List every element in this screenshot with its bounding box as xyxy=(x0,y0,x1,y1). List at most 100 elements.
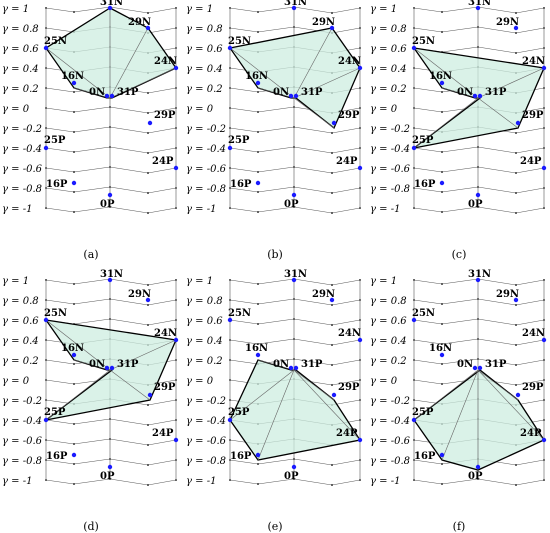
point-31N xyxy=(107,277,113,283)
point-25P xyxy=(43,417,49,423)
gamma-label: γ = -0.8 xyxy=(2,456,42,467)
point-label-16N: 16N xyxy=(61,71,84,82)
point-0N xyxy=(104,93,110,99)
radar-spoke xyxy=(73,87,111,99)
grid-tick xyxy=(147,112,149,114)
point-16N xyxy=(71,80,77,86)
gamma-label: γ = -0.4 xyxy=(370,144,410,155)
point-24P xyxy=(173,165,179,171)
point-label-29P: 29P xyxy=(154,110,176,121)
grid-tick xyxy=(45,479,47,481)
grid-tick xyxy=(147,132,149,134)
point-label-29N: 29N xyxy=(128,17,151,28)
grid-tick xyxy=(331,152,333,154)
point-label-24P: 24P xyxy=(520,428,542,439)
grid-tick xyxy=(441,383,443,385)
grid-tick xyxy=(515,132,517,134)
point-label-25P: 25P xyxy=(44,135,66,146)
point-label-0N: 0N xyxy=(457,87,473,98)
grid-tick xyxy=(73,363,75,365)
panel-4: γ = 1 γ = 0.8 γ = 0.6 γ = 0.4 γ = 0.2 γ = 0 γ … xyxy=(2,269,179,533)
point-16P xyxy=(439,180,445,186)
point-0P xyxy=(291,192,297,198)
grid-tick xyxy=(175,479,177,481)
point-label-25P: 25P xyxy=(228,407,250,418)
gamma-label: γ = -0.8 xyxy=(2,184,42,195)
panel-caption: (c) xyxy=(452,248,467,261)
grid-tick xyxy=(257,211,259,213)
point-label-0N: 0N xyxy=(457,359,473,370)
grid-tick xyxy=(147,212,149,214)
gamma-label: γ = -0.2 xyxy=(2,396,42,407)
point-label-29P: 29P xyxy=(522,382,544,393)
radar-spoke xyxy=(109,369,151,401)
grid-row xyxy=(45,126,177,134)
grid-tick xyxy=(73,91,75,93)
grid-tick xyxy=(331,212,333,214)
radar-spoke xyxy=(293,27,333,99)
gamma-label: γ = 1 xyxy=(186,276,213,287)
grid-tick xyxy=(515,12,517,14)
grid-row xyxy=(45,418,177,426)
panel-3: γ = 1 γ = 0.8 γ = 0.6 γ = 0.4 γ = 0.2 γ = 0 γ … xyxy=(370,0,547,261)
grid-row xyxy=(45,166,177,174)
grid-tick xyxy=(515,32,517,34)
point-label-25N: 25N xyxy=(412,36,435,47)
point-label-16N: 16N xyxy=(429,71,452,82)
gamma-label: γ = -0.2 xyxy=(186,396,226,407)
point-0P xyxy=(291,464,297,470)
grid-tick xyxy=(257,343,259,345)
point-31P xyxy=(293,93,299,99)
point-29N xyxy=(329,25,335,31)
grid-tick xyxy=(441,91,443,93)
point-29P xyxy=(331,392,337,398)
grid-tick xyxy=(257,283,259,285)
grid-tick xyxy=(257,483,259,485)
point-0P xyxy=(107,192,113,198)
point-label-0N: 0N xyxy=(89,87,105,98)
gamma-label: γ = 0 xyxy=(2,376,30,387)
point-label-16P: 16P xyxy=(414,179,436,190)
grid-tick xyxy=(73,151,75,153)
point-25N xyxy=(227,45,233,51)
grid-tick xyxy=(359,479,361,481)
point-label-31N: 31N xyxy=(100,0,123,8)
point-label-31P: 31P xyxy=(485,87,507,98)
point-24P xyxy=(357,437,363,443)
panel-caption: (d) xyxy=(83,520,99,533)
gamma-label: γ = -0.4 xyxy=(370,416,410,427)
point-0P xyxy=(475,192,481,198)
gamma-label: γ = 0 xyxy=(370,376,398,387)
panel-caption: (a) xyxy=(83,248,98,261)
radar-spoke xyxy=(293,97,335,129)
point-label-31N: 31N xyxy=(468,0,491,8)
point-label-31P: 31P xyxy=(117,359,139,370)
gamma-label: γ = -0.6 xyxy=(370,436,411,447)
gamma-label: γ = 1 xyxy=(2,4,29,15)
radar-spoke xyxy=(477,67,545,99)
gamma-label: γ = 0.4 xyxy=(370,64,407,75)
radar-spoke xyxy=(229,47,295,99)
gamma-label: γ = 0.4 xyxy=(2,336,39,347)
gamma-label: γ = -0.4 xyxy=(2,144,42,155)
point-label-0P: 0P xyxy=(100,199,115,210)
radar-spoke xyxy=(45,319,111,371)
grid-tick xyxy=(257,111,259,113)
point-16P xyxy=(255,180,261,186)
gamma-label: γ = 0.8 xyxy=(186,296,223,307)
point-31N xyxy=(475,277,481,283)
radar-spoke xyxy=(441,87,479,99)
point-0N xyxy=(104,365,110,371)
grid-tick xyxy=(441,211,443,213)
grid-tick xyxy=(147,444,149,446)
radar-spoke xyxy=(477,369,519,401)
point-0N xyxy=(472,365,478,371)
panel-caption: (e) xyxy=(267,520,282,533)
radar-spoke xyxy=(257,369,295,461)
grid-tick xyxy=(73,423,75,425)
point-label-0N: 0N xyxy=(273,359,289,370)
panel-5: γ = 1 γ = 0.8 γ = 0.6 γ = 0.4 γ = 0.2 γ = 0 γ … xyxy=(186,269,363,533)
grid-tick xyxy=(147,12,149,14)
gamma-label: γ = -0.2 xyxy=(2,124,42,135)
